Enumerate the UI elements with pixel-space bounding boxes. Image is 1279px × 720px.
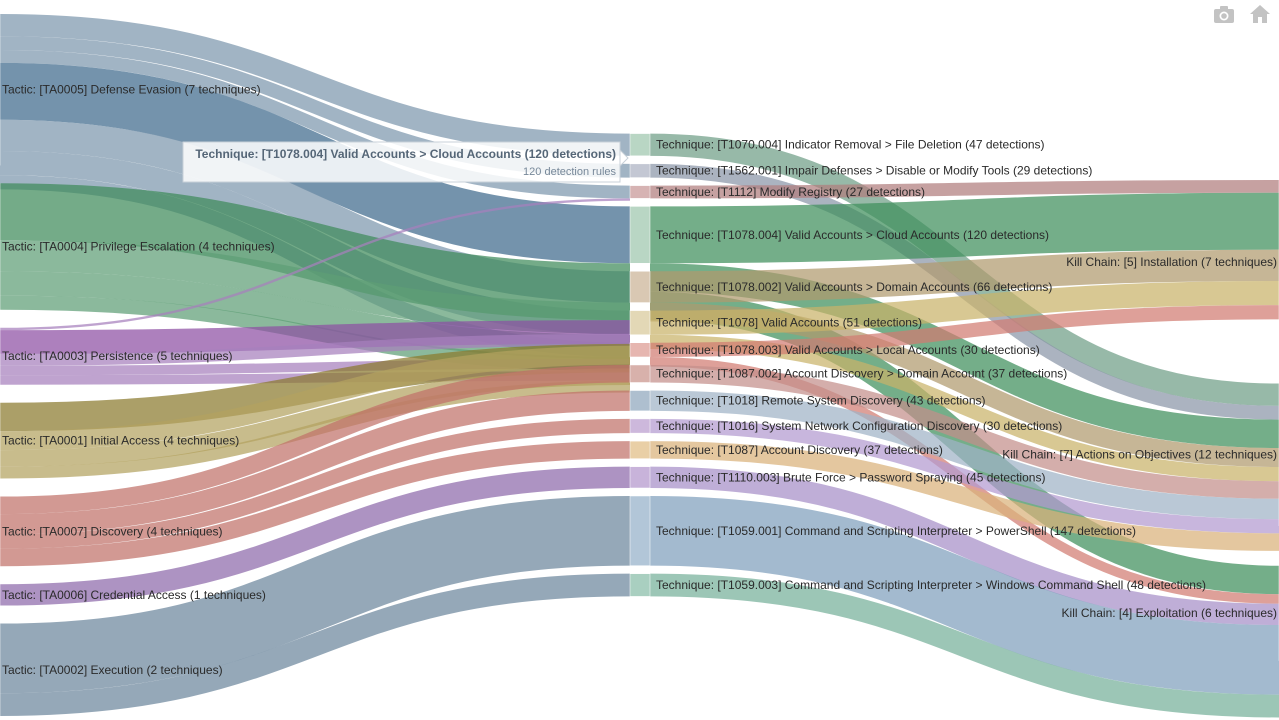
sankey-node-T1078.002[interactable] xyxy=(629,271,651,303)
sankey-node-T1059.003[interactable] xyxy=(629,573,651,597)
sankey-link-TA0007-T1087.002[interactable] xyxy=(0,364,631,515)
sankey-link-TA0002-T1059.001[interactable] xyxy=(0,495,631,694)
node-label-T1078.003: Technique: [T1078.003] Valid Accounts > … xyxy=(656,343,1040,357)
sankey-node-T1110.003[interactable] xyxy=(629,466,651,489)
sankey-link-TA0006-T1110.003[interactable] xyxy=(0,466,631,606)
sankey-node-T1078.003[interactable] xyxy=(629,342,651,358)
sankey-link-TA0004-T1078.004[interactable] xyxy=(0,183,631,321)
node-label-TA0004: Tactic: [TA0004] Privilege Escalation (4… xyxy=(2,240,275,254)
node-label-KC5: Kill Chain: [5] Installation (7 techniqu… xyxy=(1066,255,1277,269)
sankey-node-T1562.001[interactable] xyxy=(629,163,651,178)
tooltip-subtitle: 120 detection rules xyxy=(523,166,616,178)
node-label-TA0006: Tactic: [TA0006] Credential Access (1 te… xyxy=(2,588,266,602)
sankey-node-T1078[interactable] xyxy=(629,310,651,335)
sankey-link-TA0004-T1078.002[interactable] xyxy=(0,240,631,334)
hover-tooltip: Technique: [T1078.004] Valid Accounts > … xyxy=(182,141,629,183)
sankey-link-TA0003-T1078.002[interactable] xyxy=(0,333,631,366)
sankey-node-T1078.004[interactable] xyxy=(629,206,651,264)
sankey-nodes xyxy=(0,13,1279,717)
sankey-link-TA0001-T1078.002[interactable] xyxy=(0,345,631,451)
node-label-T1018: Technique: [T1018] Remote System Discove… xyxy=(656,394,985,408)
node-label-KC7: Kill Chain: [7] Actions on Objectives (1… xyxy=(1002,448,1277,462)
node-label-T1059.003: Technique: [T1059.003] Command and Scrip… xyxy=(656,578,1206,592)
camera-icon[interactable] xyxy=(1213,4,1235,24)
sankey-link-TA0002-T1059.003[interactable] xyxy=(0,573,631,716)
sankey-link-TA0005-T1070.004[interactable] xyxy=(0,14,631,156)
sankey-link-TA0005-T1112[interactable] xyxy=(0,50,631,199)
sankey-labels: Tactic: [TA0005] Defense Evasion (7 tech… xyxy=(2,83,1277,677)
sankey-link-TA0003-T1078.004[interactable] xyxy=(0,320,631,354)
node-label-T1110.003: Technique: [T1110.003] Brute Force > Pas… xyxy=(656,470,1045,484)
sankey-node-T1016[interactable] xyxy=(629,418,651,434)
node-label-T1078.002: Technique: [T1078.002] Valid Accounts > … xyxy=(656,280,1052,294)
sankey-link-TA0007-T1016[interactable] xyxy=(0,418,631,549)
node-label-T1059.001: Technique: [T1059.001] Command and Scrip… xyxy=(656,524,1136,538)
node-label-TA0001: Tactic: [TA0001] Initial Access (4 techn… xyxy=(2,434,239,448)
sankey-link-T1087-KC7[interactable] xyxy=(649,441,1279,551)
sankey-link-T1078.004-KC5[interactable] xyxy=(649,192,1279,264)
sankey-link-T1016-KC7[interactable] xyxy=(649,418,1279,534)
node-label-T1078.004: Technique: [T1078.004] Valid Accounts > … xyxy=(656,228,1049,242)
sankey-link-T1059.003-KC4[interactable] xyxy=(649,573,1279,718)
sankey-links xyxy=(0,14,1279,718)
node-label-TA0005: Tactic: [TA0005] Defense Evasion (7 tech… xyxy=(2,83,261,97)
sankey-link-TA0007-T1087[interactable] xyxy=(0,441,631,567)
node-label-T1562.001: Technique: [T1562.001] Impair Defenses >… xyxy=(656,164,1092,178)
sankey-link-TA0007-T1018[interactable] xyxy=(0,390,631,535)
sankey-node-T1087.002[interactable] xyxy=(629,364,651,383)
node-label-T1078: Technique: [T1078] Valid Accounts (51 de… xyxy=(656,316,922,330)
sankey-node-T1059.001[interactable] xyxy=(629,495,651,566)
chart-modebar xyxy=(1213,4,1271,24)
sankey-link-T1078.003-KC5[interactable] xyxy=(649,305,1279,357)
sankey-node-T1070.004[interactable] xyxy=(629,133,651,157)
sankey-link-TA0003-T1112[interactable] xyxy=(0,198,631,331)
sankey-link-T1059.001-KC4[interactable] xyxy=(649,495,1279,695)
sankey-link-T1078.002-KC5[interactable] xyxy=(649,249,1279,303)
node-label-T1087: Technique: [T1087] Account Discovery (37… xyxy=(656,443,943,457)
sankey-link-T1087.002-KC7[interactable] xyxy=(649,364,1279,499)
home-icon[interactable] xyxy=(1249,4,1271,24)
sankey-link-T1018-KC7[interactable] xyxy=(649,390,1279,520)
sankey-link-TA0001-T1078.003[interactable] xyxy=(0,380,631,479)
node-label-T1070.004: Technique: [T1070.004] Indicator Removal… xyxy=(656,138,1045,152)
node-label-T1016: Technique: [T1016] System Network Config… xyxy=(656,419,1062,433)
node-label-T1087.002: Technique: [T1087.002] Account Discovery… xyxy=(656,367,1067,381)
tooltip-title: Technique: [T1078.004] Valid Accounts > … xyxy=(195,147,616,161)
sankey-node-T1018[interactable] xyxy=(629,390,651,412)
sankey-link-T1078-KC5[interactable] xyxy=(649,280,1279,335)
tooltip-arrow xyxy=(619,148,629,168)
sankey-node-T1112[interactable] xyxy=(629,185,651,199)
sankey-link-T1112-KC5[interactable] xyxy=(649,180,1279,199)
node-label-TA0002: Tactic: [TA0002] Execution (2 techniques… xyxy=(2,663,223,677)
sankey-node-T1087[interactable] xyxy=(629,440,651,459)
node-label-KC4: Kill Chain: [4] Exploitation (6 techniqu… xyxy=(1062,606,1277,620)
sankey-link-T1110.003-KC4[interactable] xyxy=(649,466,1279,626)
node-label-TA0003: Tactic: [TA0003] Persistence (5 techniqu… xyxy=(2,349,233,363)
node-label-TA0007: Tactic: [TA0007] Discovery (4 techniques… xyxy=(2,524,223,538)
node-label-T1112: Technique: [T1112] Modify Registry (27 d… xyxy=(656,185,925,199)
